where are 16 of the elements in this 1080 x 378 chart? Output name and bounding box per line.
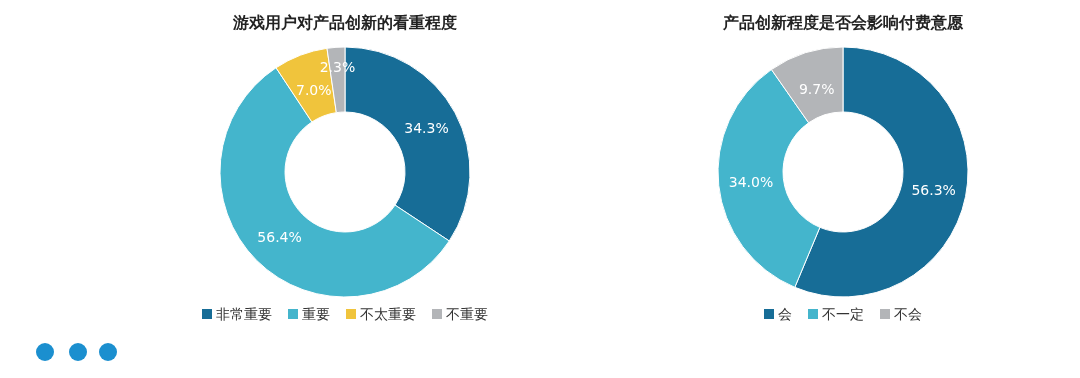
data-label: 2.3% (319, 59, 356, 76)
legend-label: 不重要 (446, 306, 488, 322)
data-label: 34.0% (728, 173, 774, 190)
data-label: 7.0% (296, 82, 332, 99)
data-label: 34.3% (404, 120, 449, 137)
chart-title: 游戏用户对产品创新的看重程度 (232, 13, 457, 32)
chart-title: 产品创新程度是否会影响付费意愿 (722, 13, 964, 32)
legend-label: 不一定 (822, 306, 864, 322)
data-label: 56.3% (911, 182, 956, 199)
legend-label: 重要 (302, 306, 330, 322)
legend-label: 会 (778, 306, 792, 322)
legend-label: 不会 (894, 306, 922, 322)
legend-label: 非常重要 (216, 306, 272, 322)
data-label: 56.4% (257, 229, 302, 246)
legend-label: 不太重要 (360, 306, 416, 322)
data-label: 9.7% (798, 80, 835, 97)
